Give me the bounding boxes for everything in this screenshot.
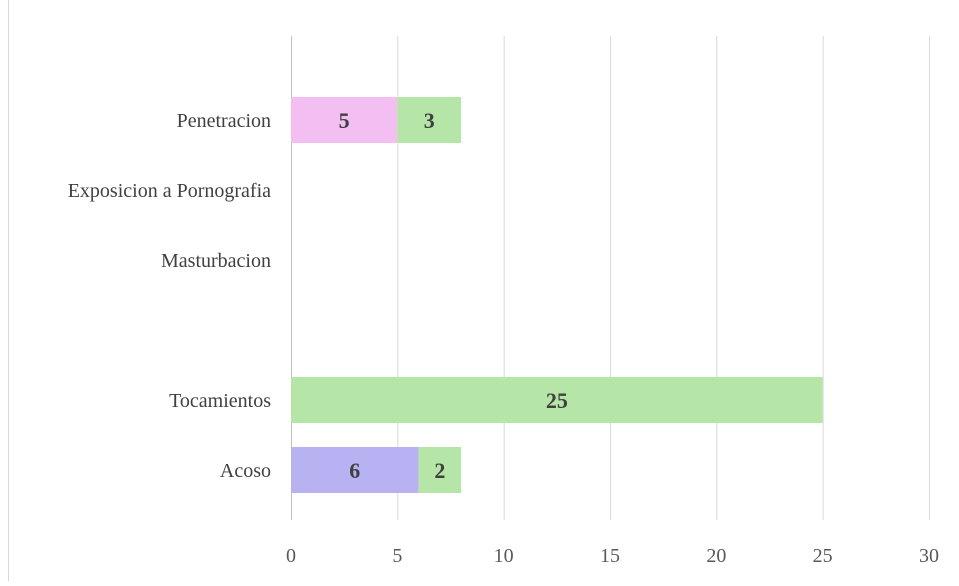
bar-segment	[397, 97, 462, 143]
x-tick-label: 5	[392, 545, 402, 567]
x-tick-label: 25	[813, 545, 833, 567]
x-tick-label: 30	[919, 545, 939, 567]
data-label: 2	[434, 458, 445, 483]
category-label: Exposicion a Pornografia	[68, 180, 271, 202]
x-tick-label: 20	[706, 545, 726, 567]
category-labels: Penetracion Exposicion a Pornografia Mastu…	[68, 110, 271, 482]
x-tick-label: 0	[286, 545, 296, 567]
data-label: 6	[349, 458, 360, 483]
bar-segment	[291, 377, 823, 423]
bar-segment	[291, 447, 419, 493]
data-labels: 5 6 3 25 2	[339, 108, 568, 483]
category-label: Tocamientos	[169, 390, 271, 412]
x-tick-labels: 0 5 10 15 20 25 30	[286, 545, 939, 567]
bar-segment	[418, 447, 462, 493]
chart-frame-edge	[8, 0, 9, 581]
x-tick-label: 10	[494, 545, 514, 567]
data-label: 25	[546, 388, 568, 413]
data-label: 3	[424, 108, 435, 133]
category-label: Masturbacion	[161, 250, 271, 272]
x-tick-label: 15	[600, 545, 620, 567]
bar-segment	[291, 97, 398, 143]
category-label: Acoso	[220, 460, 271, 482]
data-label: 5	[339, 108, 350, 133]
bars	[291, 97, 823, 493]
category-label: Penetracion	[177, 110, 271, 132]
